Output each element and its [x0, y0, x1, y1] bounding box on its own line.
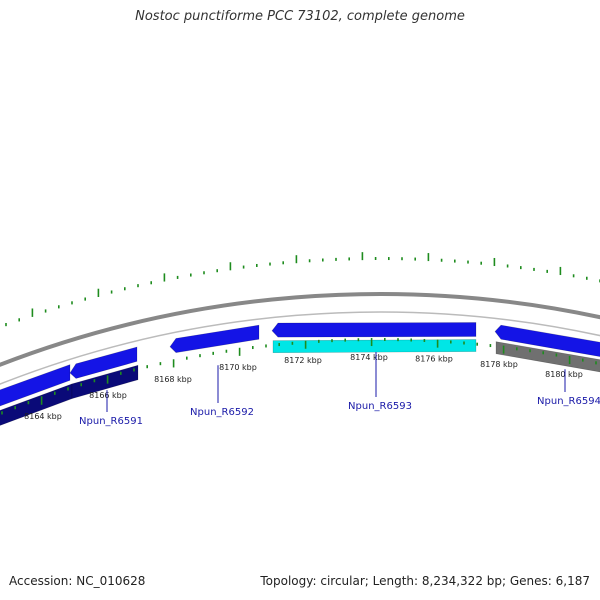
gene-arrow	[69, 346, 138, 379]
scale-labels: 8164 kbp 8166 kbp 8168 kbp 8170 kbp 8172 kbp…	[24, 353, 583, 421]
inner-tick-ring	[1, 338, 597, 415]
gene-label: Npun_R6593	[348, 401, 412, 412]
gene-arrow	[0, 364, 71, 407]
scale-label: 8164 kbp	[24, 412, 62, 421]
outer-tick-ring	[5, 252, 600, 327]
scale-label: 8166 kbp	[89, 391, 127, 400]
gene-track	[0, 322, 600, 426]
scale-label: 8180 kbp	[545, 370, 583, 379]
gene-label: Npun_R6591	[79, 416, 143, 427]
gene-arrow	[495, 341, 600, 373]
scale-label: 8176 kbp	[415, 354, 453, 363]
gene-arrow	[494, 324, 600, 357]
backbone-inner-line	[0, 311, 600, 385]
accession-text: Accession: NC_010628	[9, 574, 146, 588]
gene-arrow	[169, 324, 260, 353]
gene-label: Npun_R6594	[537, 396, 600, 407]
scale-label: 8178 kbp	[480, 360, 518, 369]
gene-arrow	[271, 322, 477, 338]
scale-label: 8168 kbp	[154, 375, 192, 384]
scale-label: 8174 kbp	[350, 353, 388, 362]
gene-arrow	[272, 339, 477, 354]
genome-backbone	[0, 292, 600, 385]
scale-label: 8172 kbp	[284, 356, 322, 365]
gene-label: Npun_R6592	[190, 407, 254, 418]
gene-labels: Npun_R6591 Npun_R6592 Npun_R6593 Npun_R6594	[79, 352, 600, 427]
topology-summary: Topology: circular; Length: 8,234,322 bp…	[260, 574, 590, 588]
scale-label: 8170 kbp	[219, 363, 257, 372]
genome-title: Nostoc punctiforme PCC 73102, complete g…	[135, 9, 465, 24]
backbone-outer-line	[0, 292, 600, 367]
